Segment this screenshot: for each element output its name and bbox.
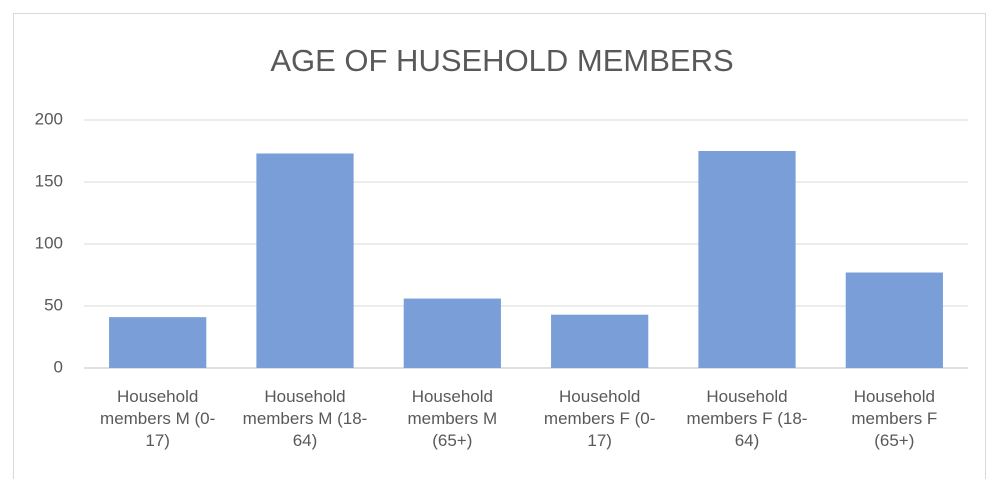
x-tick-label: Household members M (65+): [407, 387, 498, 450]
bar: [403, 298, 501, 368]
x-tick-label: Household members M (0-17): [100, 387, 216, 450]
chart-title: AGE OF HUSEHOLD MEMBERS: [270, 43, 733, 78]
x-tick-label: Household members M (18-64): [242, 387, 368, 450]
y-tick-label: 150: [35, 171, 63, 190]
y-tick-label: 0: [54, 357, 63, 376]
x-tick-label: Household members F (65+): [851, 387, 938, 450]
bar: [109, 317, 207, 368]
bar: [551, 314, 649, 368]
y-tick-label: 100: [35, 233, 63, 252]
bar: [698, 151, 796, 368]
x-tick-label: Household members F (18-64): [686, 387, 808, 450]
x-tick-label: Household members F (0-17): [543, 387, 656, 450]
bar: [845, 272, 943, 368]
bar: [256, 153, 354, 368]
y-tick-label: 50: [44, 295, 63, 314]
y-tick-label: 200: [35, 109, 63, 128]
